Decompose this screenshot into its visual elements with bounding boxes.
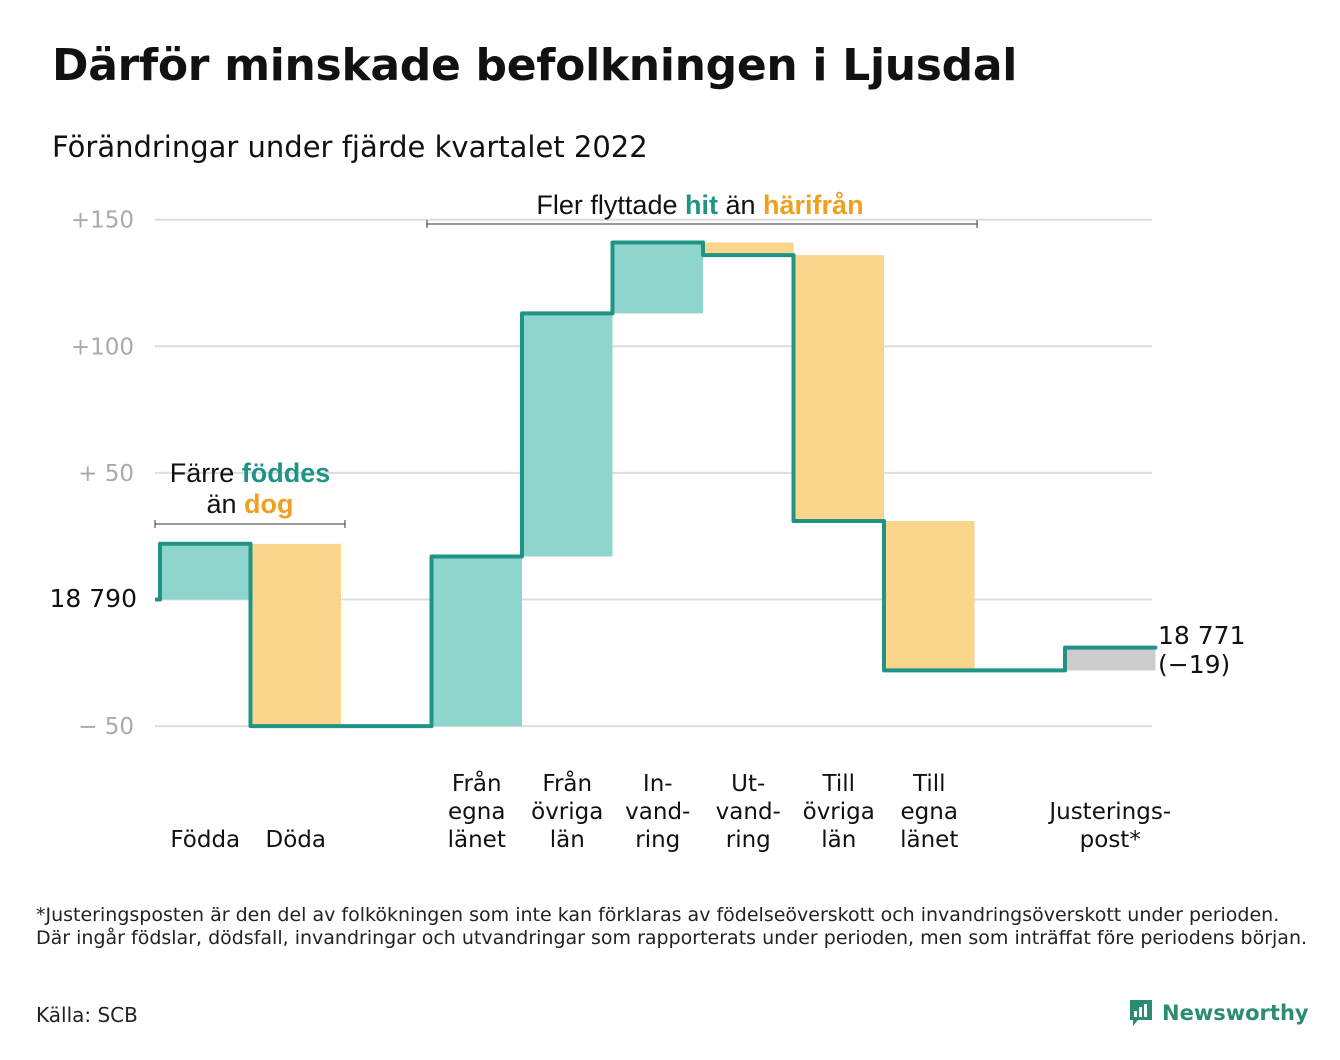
bar-inflow <box>161 543 251 600</box>
x-category-label: ring <box>635 827 680 853</box>
y-axis-ticks: +150 +100 + 50 − 50 <box>71 208 134 740</box>
bars <box>161 242 1156 727</box>
end-value: 18 771 <box>1158 621 1245 650</box>
y-tick-label: +150 <box>71 208 134 234</box>
x-category-label: In- <box>643 771 673 797</box>
x-category-label: länet <box>448 827 506 853</box>
migration-annotation: Fler flyttade hit än härifrån <box>426 190 978 228</box>
births-annotation-pre1: Färre <box>170 458 242 488</box>
bar-inflow <box>523 313 613 557</box>
x-category-label: Justerings- <box>1047 799 1171 825</box>
x-axis-labels: Födda DödaFrånegnalänetFrånövrigalänIn-va… <box>170 769 1171 853</box>
end-change: (−19) <box>1158 650 1230 679</box>
migration-annotation-pre: Fler flyttade <box>536 190 685 220</box>
y-tick-label: + 50 <box>78 461 134 487</box>
x-category-label: Från <box>542 769 592 797</box>
x-category-label: egna <box>448 799 505 825</box>
chart-subtitle: Förändringar under fjärde kvartalet 2022 <box>52 130 648 164</box>
migration-annotation-em2: härifrån <box>763 190 864 220</box>
bar-inflow <box>432 556 522 727</box>
source-credit: Källa: SCB <box>36 1003 138 1027</box>
waterfall-chart: +150+100+ 50− 50 Födda DödaFrånegnalänetF… <box>50 190 1246 853</box>
x-category-label: Från <box>452 769 502 797</box>
bar-adjustment <box>1066 647 1156 671</box>
bar-outflow <box>251 543 341 727</box>
y-tick-label: − 50 <box>78 714 134 740</box>
brand[interactable]: Newsworthy <box>1128 998 1309 1028</box>
x-category-label: län <box>550 827 585 853</box>
bar-inflow <box>613 242 703 314</box>
end-value-label: 18 771 (−19) <box>1158 621 1245 679</box>
x-category-label: vand- <box>716 799 781 825</box>
newsworthy-logo-icon <box>1130 1000 1152 1026</box>
brand-name: Newsworthy <box>1162 1001 1309 1025</box>
bar-outflow <box>885 521 975 671</box>
footnote: *Justeringsposten är den del av folkökni… <box>36 904 1308 949</box>
x-category-label: länet <box>900 827 958 853</box>
x-category-label: Till <box>912 771 946 797</box>
births-annotation-em2: dog <box>244 489 293 519</box>
migration-annotation-mid: än <box>718 190 763 220</box>
x-category-label: vand- <box>625 799 690 825</box>
x-category-label: Döda <box>266 827 326 853</box>
svg-text:Fler flyttade hit än härifrån: Fler flyttade hit än härifrån <box>536 190 863 220</box>
x-category-label: övriga <box>531 799 603 825</box>
births-bracket <box>154 520 346 528</box>
start-value-label: 18 790 <box>50 584 137 613</box>
x-category-label: Födda <box>170 827 240 853</box>
svg-text:Färre föddes: Färre föddes <box>170 458 331 488</box>
cumulative-line <box>155 240 1158 729</box>
cumulative-step-line <box>155 240 1158 729</box>
migration-annotation-em1: hit <box>685 190 718 220</box>
x-category-label: län <box>821 827 856 853</box>
x-category-label: ring <box>726 827 771 853</box>
chart-title: Därför minskade befolkningen i Ljusdal <box>52 40 1018 91</box>
y-tick-label: +100 <box>71 334 134 360</box>
x-category-label: Ut- <box>731 771 765 797</box>
migration-bracket <box>426 220 978 228</box>
bar-outflow <box>794 255 884 522</box>
svg-text:än dog: än dog <box>206 489 293 519</box>
x-category-label: egna <box>901 799 958 825</box>
births-annotation-em1: föddes <box>242 458 331 488</box>
births-annotation-pre2: än <box>206 489 244 519</box>
x-category-label: Till <box>821 771 855 797</box>
bar-outflow <box>704 242 794 256</box>
x-category-label: post* <box>1080 827 1141 853</box>
births-annotation: Färre föddes än dog <box>154 458 346 528</box>
x-category-label: övriga <box>803 799 875 825</box>
